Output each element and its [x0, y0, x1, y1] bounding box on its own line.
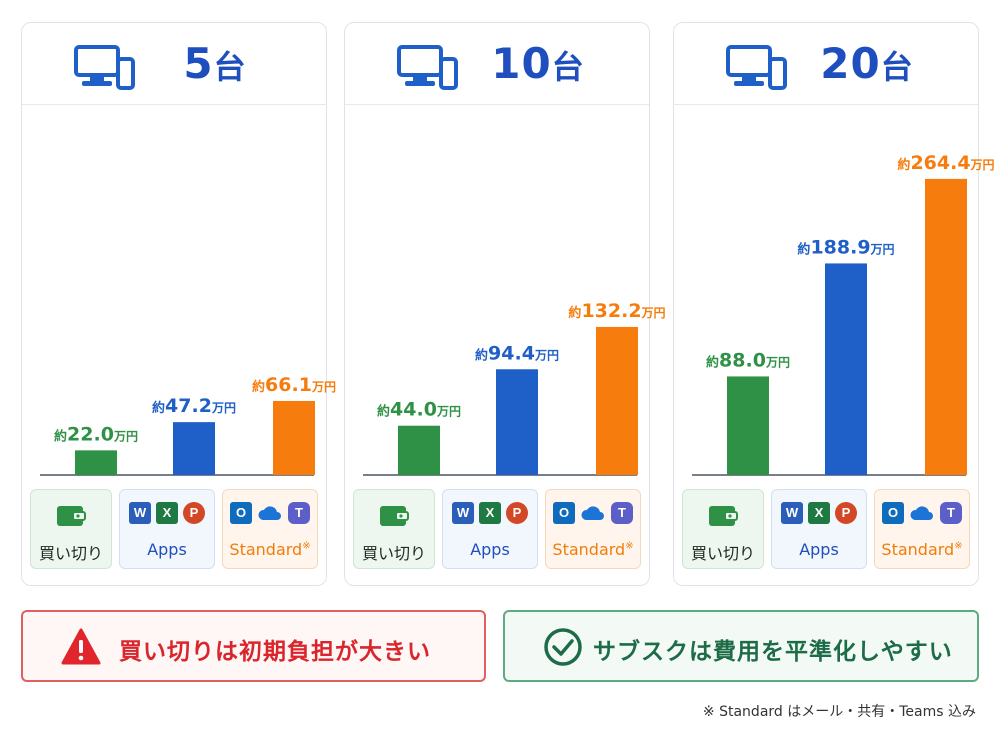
outlook-icon: O	[553, 502, 575, 524]
legend-standard: O T Standard※	[545, 489, 641, 569]
excel-icon: X	[479, 502, 501, 524]
legend-label-standard: Standard※	[552, 540, 634, 559]
legend-label-apps: Apps	[799, 540, 839, 559]
bar-apps	[496, 369, 538, 475]
legend-buy: 買い切り	[353, 489, 435, 569]
bar-apps	[173, 422, 215, 475]
chart-panel-20: 20台 約88.0万円 約188.9万円 約264.4万円 買い切り W X P A…	[673, 22, 995, 586]
legend-apps: W X P Apps	[442, 489, 538, 569]
legend-standard: O T Standard※	[874, 489, 970, 569]
teams-icon: T	[940, 502, 962, 524]
devices-icon	[726, 45, 787, 90]
legend-label-standard: Standard※	[881, 540, 963, 559]
legend-label-buy: 買い切り	[690, 544, 755, 563]
teams-icon: T	[288, 502, 310, 524]
legend-buy: 買い切り	[30, 489, 112, 569]
bar-apps	[825, 263, 867, 475]
legend-label-standard: Standard※	[229, 540, 311, 559]
bar-standard	[596, 326, 638, 475]
panel-title: 20台	[820, 39, 914, 88]
wallet-icon	[709, 506, 738, 526]
data-label-apps: 約47.2万円	[152, 395, 236, 417]
positive-text: サブスクは費用を平準化しやすい	[593, 639, 953, 665]
panel-header: 20台	[674, 23, 978, 105]
positive-message: サブスクは費用を平準化しやすい	[503, 610, 979, 682]
data-label-apps: 約188.9万円	[797, 236, 894, 258]
onedrive-icon	[258, 506, 281, 520]
wallet-icon	[380, 506, 409, 526]
legend-label-buy: 買い切り	[38, 544, 103, 563]
bar-buy	[398, 425, 440, 475]
data-label-buy: 約22.0万円	[54, 423, 138, 445]
footnote: ※ Standard はメール・共有・Teams 込み	[702, 704, 976, 720]
warning-icon	[61, 628, 101, 665]
legend-label-buy: 買い切り	[361, 544, 426, 563]
word-icon: W	[452, 502, 474, 524]
data-label-buy: 約44.0万円	[377, 399, 461, 421]
chart-panel-10: 10台 約44.0万円 約94.4万円 約132.2万円 買い切り W X P Ap…	[344, 22, 666, 586]
panel-title: 5台	[183, 39, 247, 88]
legend-label-apps: Apps	[470, 540, 510, 559]
excel-icon: X	[156, 502, 178, 524]
excel-icon: X	[808, 502, 830, 524]
panel-header: 10台	[345, 23, 649, 105]
devices-icon	[397, 45, 458, 90]
panel-header: 5台	[22, 23, 326, 105]
legend-standard: O T Standard※	[222, 489, 318, 569]
word-icon: W	[781, 502, 803, 524]
bar-standard	[925, 178, 967, 475]
check-circle-icon	[544, 628, 582, 666]
bar-buy	[75, 450, 117, 475]
legend-apps: W X P Apps	[119, 489, 215, 569]
outlook-icon: O	[230, 502, 252, 524]
panel-title: 10台	[491, 39, 585, 88]
powerpoint-icon: P	[183, 502, 205, 524]
data-label-standard: 約132.2万円	[568, 300, 665, 322]
legend-label-apps: Apps	[147, 540, 187, 559]
powerpoint-icon: P	[835, 502, 857, 524]
data-label-standard: 約264.4万円	[897, 152, 994, 174]
outlook-icon: O	[882, 502, 904, 524]
devices-icon	[74, 45, 135, 90]
data-label-buy: 約88.0万円	[706, 349, 790, 371]
bar-buy	[727, 376, 769, 475]
onedrive-icon	[581, 506, 604, 520]
onedrive-icon	[910, 506, 933, 520]
wallet-icon	[57, 506, 86, 526]
word-icon: W	[129, 502, 151, 524]
powerpoint-icon: P	[506, 502, 528, 524]
chart-panel-5: 5台 約22.0万円 約47.2万円 約66.1万円 買い切り W X P Apps…	[21, 22, 336, 586]
legend-buy: 買い切り	[682, 489, 764, 569]
bar-standard	[273, 400, 315, 475]
legend-apps: W X P Apps	[771, 489, 867, 569]
warning-text: 買い切りは初期負担が大きい	[119, 639, 431, 665]
data-label-standard: 約66.1万円	[252, 374, 336, 396]
teams-icon: T	[611, 502, 633, 524]
bar-chart-20: 約88.0万円 約188.9万円 約264.4万円	[692, 152, 995, 476]
data-label-apps: 約94.4万円	[475, 342, 559, 364]
warning-message: 買い切りは初期負担が大きい	[21, 610, 486, 682]
